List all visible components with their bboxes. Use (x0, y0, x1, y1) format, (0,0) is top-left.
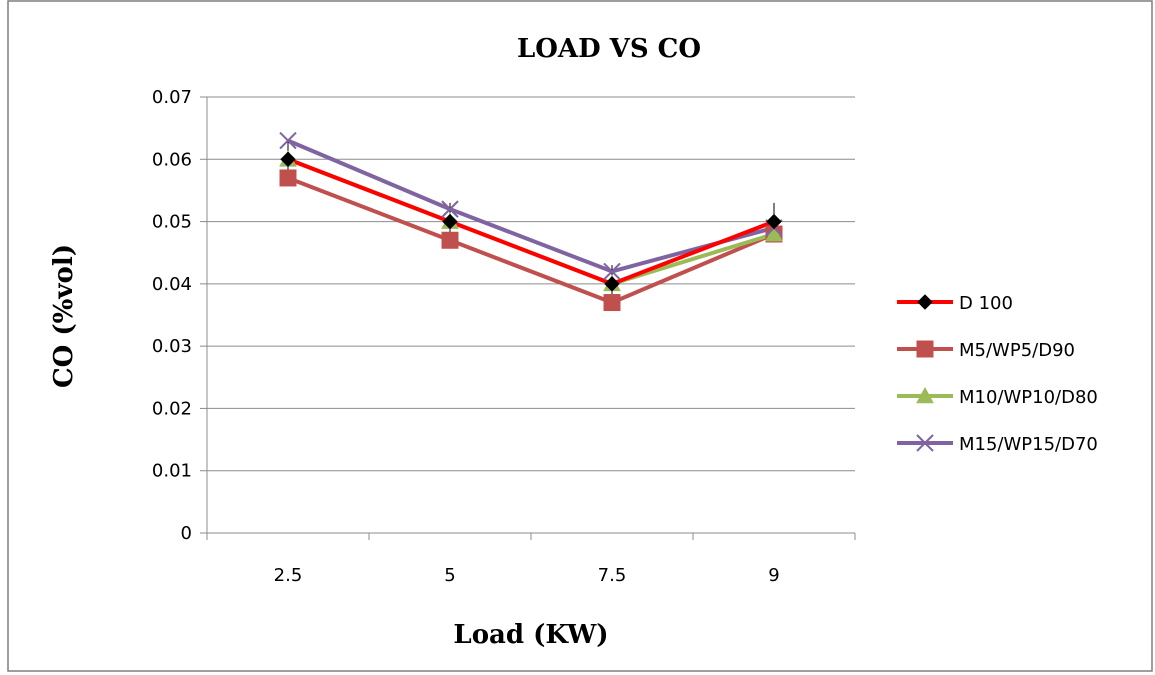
grid (207, 96, 855, 472)
data-point (603, 262, 621, 281)
series-line (287, 138, 775, 274)
data-point-stroke (916, 434, 934, 452)
data-point-stroke (603, 262, 621, 281)
legend-item: M15/WP15/D70 (897, 434, 1098, 455)
data-point-stroke (279, 131, 297, 150)
y-tick-label: 0.02 (152, 398, 192, 419)
y-tick-label: 0 (181, 523, 192, 544)
legend-label: D 100 (959, 293, 1013, 314)
data-point (279, 169, 297, 187)
chart-border (7, 0, 1153, 672)
y-tick-label: 0.03 (152, 336, 192, 357)
tick-labels: 0 0.01 0.02 0.03 0.04 0.05 0.06 0.07 2.5 5 7.5 9 (152, 87, 780, 586)
legend-item: M5/WP5/D90 (897, 340, 1075, 361)
data-point (916, 340, 934, 358)
data-point (917, 294, 933, 310)
data-point-stroke (441, 200, 459, 218)
legend-item: M10/WP10/D80 (897, 386, 1098, 408)
x-tick-label: 7.5 (598, 565, 627, 586)
chart-title: LOAD VS CO (517, 34, 701, 64)
y-tick-label: 0.01 (152, 461, 192, 482)
data-point (916, 434, 934, 452)
data-point (603, 294, 621, 312)
data-point (916, 386, 934, 404)
series-line (287, 157, 775, 286)
legend-label: M5/WP5/D90 (959, 340, 1075, 361)
data-point (765, 224, 783, 242)
legend-label: M10/WP10/D80 (959, 387, 1098, 408)
x-tick-label: 2.5 (274, 565, 303, 586)
y-tick-label: 0.04 (152, 274, 192, 295)
data-point (280, 151, 296, 167)
x-tick-label: 5 (444, 565, 455, 586)
data-point (441, 200, 459, 218)
data-point (441, 231, 459, 249)
series-line (287, 176, 775, 305)
data-point (279, 131, 297, 150)
data-point (766, 213, 782, 230)
y-tick-label: 0.07 (152, 87, 192, 108)
data-point (604, 276, 620, 292)
data-point (442, 213, 458, 230)
x-tick-label: 9 (768, 565, 779, 586)
legend-label: M15/WP15/D70 (959, 434, 1098, 455)
legend-item: D 100 (897, 293, 1013, 314)
y-tick-label: 0.05 (152, 212, 192, 233)
axes (200, 96, 856, 540)
y-tick-label: 0.06 (152, 149, 192, 170)
plot-area-series (279, 131, 783, 312)
legend: D 100 M5/WP5/D90 M10/WP10/D80 M15/WP15/D70 (897, 293, 1098, 455)
x-axis-label: Load (KW) (453, 620, 608, 650)
y-axis-label: CO (%vol) (49, 244, 79, 388)
